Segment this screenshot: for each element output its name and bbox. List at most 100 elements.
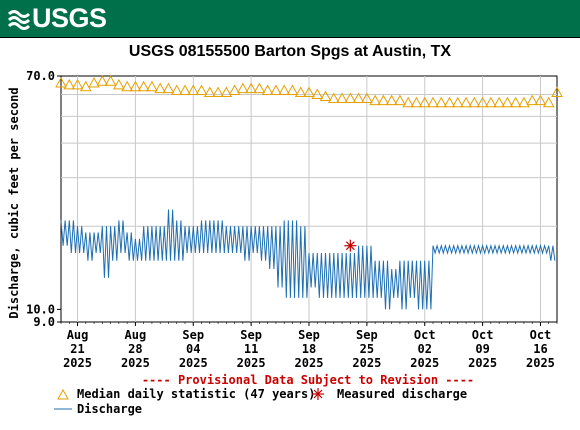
x-tick-label: 2025 [468,356,497,370]
median-point [551,86,563,98]
median-point [245,82,257,94]
x-tick-label: Aug [125,328,147,342]
x-tick-label: 25 [360,342,374,356]
x-tick-label: Sep [298,328,320,342]
median-point [203,86,216,98]
legend: Median daily statistic (47 years) Measur… [54,387,467,416]
usgs-logo[interactable]: USGS [8,5,107,32]
legend-discharge-label: Discharge [77,402,142,416]
x-tick-label: Sep [356,328,378,342]
legend-median-label: Median daily statistic (47 years) [77,387,315,401]
median-point [385,94,398,106]
median-point [435,96,448,108]
x-tick-label: 2025 [63,356,92,370]
median-point [55,77,67,88]
median-point [63,78,76,90]
x-tick-label: 16 [533,342,547,356]
median-point [468,96,481,108]
x-tick-label: 2025 [526,356,555,370]
median-point [179,84,191,96]
median-point [493,96,505,108]
median-point [154,82,167,94]
y-tick-label: 70.0 [26,69,55,83]
measured-discharge-point [344,239,357,252]
median-point [427,96,439,108]
x-tick-label: Oct [414,328,436,342]
x-tick-label: 2025 [410,356,439,370]
median-point [311,88,324,99]
usgs-wave-icon [8,9,30,30]
y-tick-label: 10.0 [26,302,55,316]
median-point [460,96,472,108]
median-point [212,86,224,98]
median-point [451,96,464,108]
median-point [402,96,415,108]
median-point [518,96,530,108]
legend-measured-asterisk-icon [312,388,324,400]
median-point [187,84,200,96]
usgs-banner: USGS [0,0,580,38]
median-point [137,80,150,92]
median-point [220,86,233,98]
median-point [336,92,348,104]
median-point [129,80,142,92]
median-point [170,84,183,96]
median-point [542,96,555,108]
x-tick-label: 2025 [179,356,208,370]
median-point [394,94,406,106]
y-tick-label: 9.0 [33,315,55,329]
median-point [195,84,208,96]
median-point [270,84,282,96]
median-point [501,96,514,108]
median-point [88,77,100,88]
median-point [96,75,109,86]
x-tick-label: 28 [128,342,142,356]
legend-median-triangle-icon [57,388,69,400]
median-point [443,96,456,108]
median-point [228,84,241,96]
median-point [410,96,423,108]
median-point [146,80,158,92]
x-tick-label: 2025 [121,356,150,370]
median-point [526,94,539,106]
median-point [369,94,381,106]
x-tick-label: Sep [182,328,204,342]
median-point [121,80,133,92]
median-point [485,96,497,108]
median-point [377,94,390,106]
x-tick-label: Sep [240,328,262,342]
usgs-logo-text: USGS [32,3,107,33]
median-point [71,78,84,90]
median-point [278,84,291,96]
discharge-line [60,209,556,310]
y-axis-label: Discharge, cubic feet per second [7,87,21,318]
median-point [327,92,340,104]
median-point [286,84,299,96]
x-tick-label: 2025 [352,356,381,370]
median-point [104,75,117,86]
x-tick-label: Oct [472,328,494,342]
x-tick-label: 2025 [295,356,324,370]
median-point [509,96,522,108]
median-point [253,82,266,94]
chart-title: USGS 08155500 Barton Spgs at Austin, TX [128,43,452,60]
x-tick-label: 04 [186,342,200,356]
median-point [294,86,307,98]
legend-measured-label: Measured discharge [337,387,467,401]
median-point [361,92,373,104]
median-point [162,82,175,94]
median-point [237,82,249,94]
x-tick-label: 11 [244,342,258,356]
x-tick-label: Oct [530,328,552,342]
median-point [418,96,431,108]
median-point [79,80,92,92]
median-point [476,96,489,108]
x-tick-label: 2025 [237,356,266,370]
median-point [113,78,125,90]
provisional-note: ---- Provisional Data Subject to Revisio… [142,373,474,387]
plot-area: Aug212025Aug282025Sep042025Sep112025Sep1… [26,69,563,370]
median-point [344,92,357,104]
x-tick-label: Aug [67,328,89,342]
x-tick-label: 18 [302,342,316,356]
